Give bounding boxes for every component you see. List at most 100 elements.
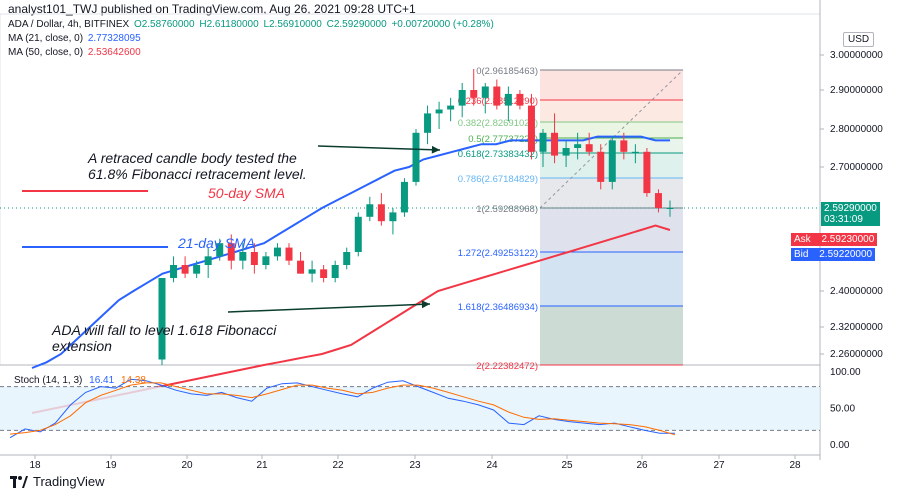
stoch-d-value: 14.38 bbox=[120, 375, 146, 386]
retrace-line-2: 61.8% Fibonacci retracement level. bbox=[88, 166, 307, 182]
change-value: +0.00720000 (+0.28%) bbox=[391, 19, 494, 30]
price-axis-label: 2.26000000 bbox=[830, 349, 883, 360]
ma21-legend: MA (21, close, 0) 2.77328095 bbox=[8, 33, 141, 44]
bid-value: 2.59220000 bbox=[819, 249, 873, 260]
candle-body bbox=[620, 140, 628, 152]
open-value: O2.58760000 bbox=[133, 19, 195, 30]
fall-annotation: ADA will fall to level 1.618 Fibonacci e… bbox=[52, 322, 276, 354]
candle-body bbox=[435, 109, 443, 114]
high-value: H2.61180000 bbox=[199, 19, 259, 30]
time-axis-label: 24 bbox=[486, 460, 498, 471]
sma50-annotation: 50-day SMA bbox=[208, 185, 286, 201]
time-axis-label: 22 bbox=[332, 460, 344, 471]
price-axis-label: 2.70000000 bbox=[830, 162, 883, 173]
fib-level-label: 0.5(2.77737222) bbox=[468, 134, 538, 145]
fall-line-1: ADA will fall to level 1.618 Fibonacci bbox=[52, 322, 277, 338]
candle-body bbox=[458, 90, 466, 106]
time-axis-label: 21 bbox=[256, 460, 268, 471]
candle-body bbox=[481, 86, 489, 98]
stoch-label: Stoch (14, 1, 3) bbox=[14, 375, 83, 386]
stoch-band bbox=[0, 386, 820, 431]
fall-arrow bbox=[227, 303, 431, 313]
publisher-header: analyst101_TWJ published on TradingView.… bbox=[8, 2, 416, 16]
time-axis-label: 20 bbox=[181, 460, 193, 471]
candle-body bbox=[158, 278, 166, 360]
symbol-name: ADA / Dollar, 4h, BITFINEX bbox=[8, 19, 130, 30]
time-axis-label: 28 bbox=[789, 460, 801, 471]
candle-body bbox=[493, 86, 501, 106]
candle-body bbox=[262, 256, 270, 265]
candle-body bbox=[331, 265, 339, 278]
candle-body bbox=[239, 252, 247, 261]
candle-body bbox=[400, 181, 408, 213]
candle-body bbox=[516, 93, 524, 106]
fib-zone bbox=[540, 252, 683, 306]
bid-tag: Bid 2.59220000 bbox=[791, 248, 876, 261]
price-axis-label: 2.80000000 bbox=[830, 124, 883, 135]
time-axis-label: 23 bbox=[409, 460, 421, 471]
candle-body bbox=[539, 132, 547, 152]
fib-level-label: 0.382(2.82691026) bbox=[458, 118, 538, 129]
fib-level-label: 2(2.22382472) bbox=[476, 361, 538, 372]
candle-body bbox=[170, 265, 178, 278]
candle-body bbox=[504, 93, 512, 106]
symbol-legend: ADA / Dollar, 4h, BITFINEX O2.58760000 H… bbox=[8, 19, 494, 30]
retrace-arrow bbox=[317, 145, 441, 151]
candle-body bbox=[354, 216, 362, 252]
price-axis-label: 2.90000000 bbox=[830, 85, 883, 96]
candle-body bbox=[551, 132, 559, 156]
ma21-line bbox=[31, 135, 670, 369]
fib-level-label: 0.618(2.73383432) bbox=[458, 149, 538, 160]
main-pane-frame bbox=[0, 13, 821, 366]
close-value: C2.59290000 bbox=[326, 19, 387, 30]
candle-body bbox=[389, 212, 397, 222]
fib-zone bbox=[540, 306, 683, 365]
ask-tag: Ask 2.59230000 bbox=[791, 233, 878, 246]
candle-body bbox=[250, 252, 258, 265]
fall-arrow-head bbox=[421, 300, 430, 309]
ma50-label: MA (50, close, 0) bbox=[8, 47, 84, 58]
candle-body bbox=[608, 140, 616, 182]
candle-body bbox=[643, 151, 651, 194]
candle-body bbox=[297, 260, 305, 274]
candle-body bbox=[654, 193, 662, 208]
stoch-legend: Stoch (14, 1, 3) 16.41 14.38 bbox=[14, 375, 146, 386]
fall-line-2: extension bbox=[52, 338, 112, 354]
retrace-line-1: A retraced candle body tested the bbox=[88, 150, 297, 166]
time-axis-label: 26 bbox=[636, 460, 648, 471]
countdown: 03:31:09 bbox=[824, 214, 863, 225]
fib-level-label: 1.272(2.49253122) bbox=[458, 248, 538, 259]
tradingview-footer[interactable]: TradingView bbox=[10, 474, 105, 489]
brand-name: TradingView bbox=[33, 474, 105, 489]
bid-label: Bid bbox=[794, 249, 809, 260]
candle-body bbox=[273, 247, 281, 257]
fib-level-label: 0(2.96185463) bbox=[476, 66, 538, 77]
candle-body bbox=[574, 144, 582, 148]
candle-body bbox=[666, 208, 674, 209]
candle-body bbox=[377, 204, 385, 222]
candle-body bbox=[320, 269, 328, 278]
stoch-axis-label: 100.00 bbox=[830, 367, 861, 378]
stoch-d-line bbox=[9, 382, 676, 436]
candle-body bbox=[631, 151, 639, 153]
candle-body bbox=[562, 148, 570, 156]
fib-zone bbox=[540, 208, 683, 252]
fib-level-label: 1.618(2.36486934) bbox=[458, 302, 538, 313]
candle-body bbox=[227, 243, 235, 261]
candle-body bbox=[308, 269, 316, 274]
candle-body bbox=[447, 105, 455, 110]
candle-body bbox=[527, 105, 535, 152]
candle-body bbox=[597, 151, 605, 182]
candle-body bbox=[366, 204, 374, 217]
last-price: 2.59290000 bbox=[824, 203, 877, 214]
fib-level-label: 0.786(2.67184829) bbox=[458, 174, 538, 185]
currency-label[interactable]: USD bbox=[843, 32, 875, 47]
ask-value: 2.59230000 bbox=[821, 234, 875, 245]
retrace-arrow-head bbox=[431, 145, 440, 154]
fib-zone bbox=[540, 122, 683, 138]
candle-body bbox=[424, 113, 432, 133]
time-axis-label: 27 bbox=[713, 460, 725, 471]
ma50-value: 2.53642600 bbox=[87, 47, 141, 58]
last-price-tag: 2.59290000 03:31:09 bbox=[821, 202, 880, 226]
